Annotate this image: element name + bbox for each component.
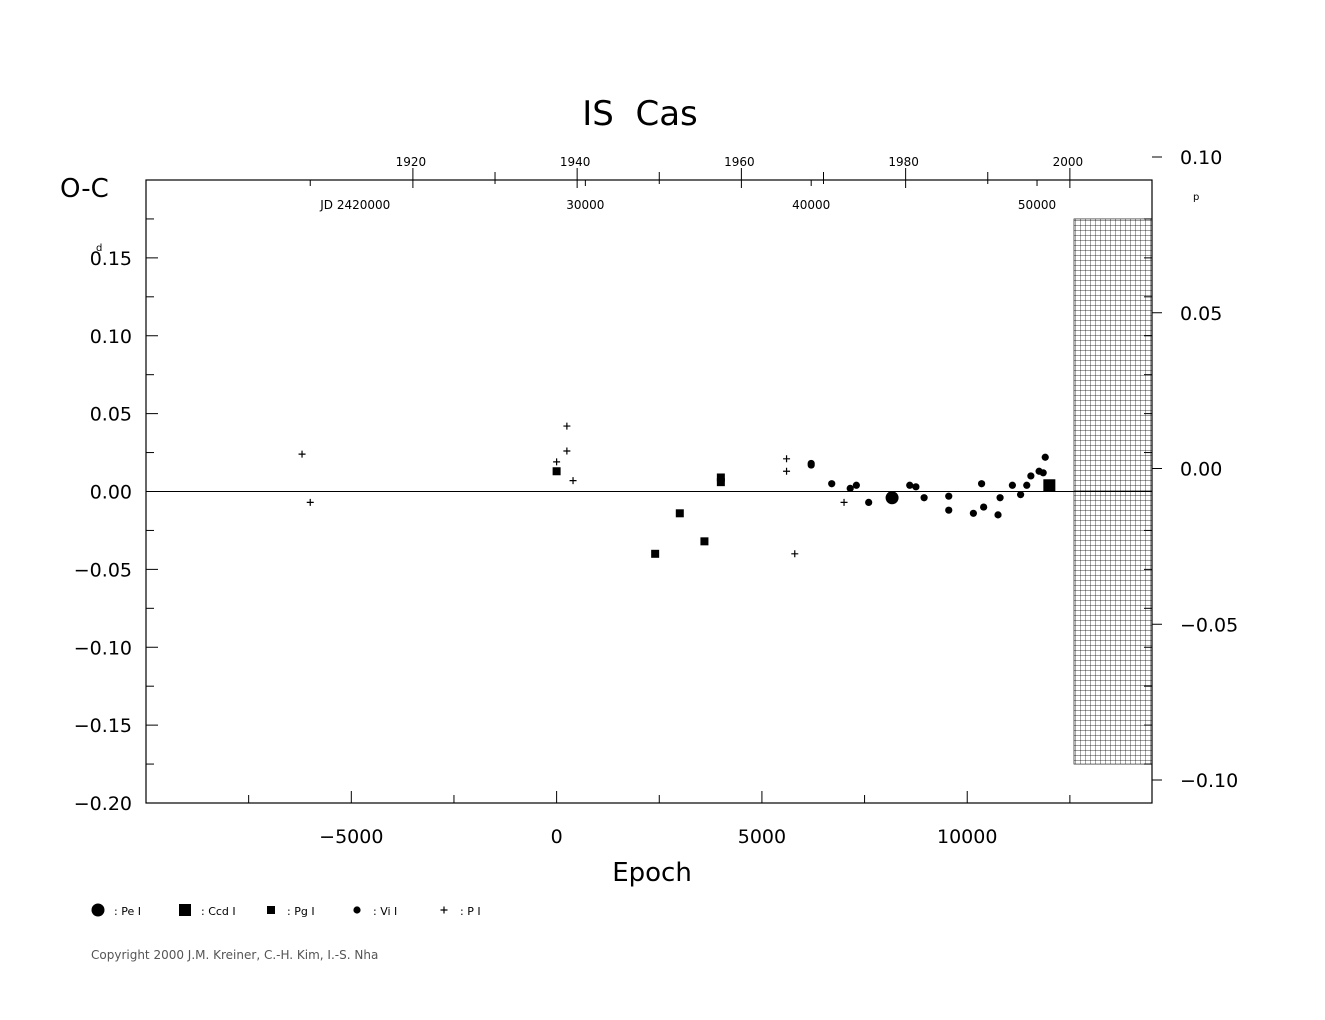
axes-layer: −5000 0 5000 10000 0.15 0.10 0.05 0.00 −0.05 −0.1…	[74, 147, 1238, 848]
legend: : Pe I : Ccd I : Pg I : Vi I : P I	[91, 903, 481, 918]
legend-label: : P I	[460, 905, 481, 918]
x-tick-label: 5000	[738, 826, 786, 848]
x-tick-label: 0	[551, 826, 563, 848]
y-tick-label: 0.05	[90, 404, 132, 426]
data-point-small-circle	[996, 494, 1004, 502]
legend-marker-big-circle	[91, 903, 105, 917]
top-jd-label: 30000	[566, 198, 604, 212]
data-point-small-circle	[977, 480, 986, 488]
top-year-label: 1980	[888, 155, 919, 169]
y-tick-label: 0.10	[90, 326, 132, 348]
top-jd-label: 40000	[792, 198, 830, 212]
y-tick-label: −0.10	[74, 637, 132, 659]
data-point-plus	[783, 467, 791, 475]
x-tick-label: 10000	[937, 826, 997, 848]
data-point-plus	[563, 447, 571, 455]
data-point-small-circle	[912, 483, 920, 491]
y-tick-label: 0.15	[90, 248, 132, 270]
y-tick-label: −0.20	[74, 793, 132, 815]
data-point-plus	[553, 458, 561, 466]
y-right-tick-label: 0.10	[1180, 147, 1222, 169]
y-axis-label: O-C	[60, 174, 109, 204]
data-point-small-square	[651, 549, 660, 558]
data-point-big-square	[1043, 479, 1056, 492]
data-point-small-circle	[1017, 491, 1025, 499]
data-point-plus	[306, 498, 314, 506]
data-point-small-square	[552, 467, 561, 476]
legend-marker-big-square	[179, 904, 191, 916]
copyright-text: Copyright 2000 J.M. Kreiner, C.-H. Kim, …	[91, 948, 379, 962]
data-point-big-circle	[885, 491, 899, 505]
data-point-small-circle	[1039, 469, 1047, 477]
data-point-small-circle	[846, 484, 854, 492]
data-point-small-circle	[807, 461, 815, 469]
legend-label: : Pe I	[114, 905, 141, 918]
data-point-plus	[569, 477, 577, 485]
data-point-small-circle	[969, 509, 977, 517]
data-point-plus	[298, 450, 306, 458]
top-jd-label: 50000	[1018, 198, 1056, 212]
data-point-small-circle	[1041, 453, 1049, 461]
legend-marker-small-circle	[353, 906, 361, 914]
legend-label: : Ccd I	[201, 905, 236, 918]
data-point-small-circle	[906, 481, 914, 489]
x-axis-label: Epoch	[612, 858, 692, 888]
legend-marker-plus	[440, 906, 448, 914]
legend-marker-small-square	[267, 906, 275, 914]
data-point-small-circle	[828, 480, 836, 488]
data-point-small-square	[716, 478, 725, 487]
top-year-label: 1920	[396, 155, 427, 169]
data-point-plus	[783, 455, 791, 463]
data-point-plus	[563, 422, 571, 430]
y-right-tick-label: 0.00	[1180, 459, 1222, 481]
y-unit-left: d	[96, 243, 102, 254]
data-point-small-circle	[1023, 481, 1031, 489]
data-point-small-square	[700, 537, 709, 546]
top-year-label: 1940	[560, 155, 591, 169]
y-right-tick-label: −0.05	[1180, 614, 1238, 636]
data-point-small-circle	[945, 506, 953, 514]
y-tick-label: 0.00	[90, 482, 132, 504]
top-year-label: 1960	[724, 155, 755, 169]
y-tick-label: −0.15	[74, 715, 132, 737]
data-point-plus	[791, 550, 799, 558]
data-point-small-circle	[994, 511, 1002, 519]
data-point-small-circle	[1027, 472, 1035, 480]
data-point-small-circle	[920, 494, 928, 502]
legend-label: : Vi I	[373, 905, 397, 918]
data-point-small-circle	[865, 498, 873, 507]
data-point-small-square	[675, 509, 684, 518]
y-right-tick-label: −0.10	[1180, 770, 1238, 792]
legend-label: : Pg I	[287, 905, 315, 918]
y-right-tick-label: 0.05	[1180, 303, 1222, 325]
top-year-label: 2000	[1053, 155, 1084, 169]
chart-title: IS Cas	[582, 94, 698, 134]
data-point-small-circle	[1008, 481, 1016, 489]
data-point-small-circle	[852, 481, 860, 489]
points-layer	[298, 422, 1056, 558]
y-tick-label: −0.05	[74, 559, 132, 581]
x-tick-label: −5000	[319, 826, 383, 848]
data-point-plus	[840, 498, 848, 506]
data-point-small-circle	[980, 503, 988, 511]
data-point-small-square	[716, 473, 725, 482]
data-point-small-circle	[945, 492, 953, 500]
y-unit-right: p	[1193, 192, 1199, 203]
top-jd-label: JD 2420000	[319, 198, 390, 212]
